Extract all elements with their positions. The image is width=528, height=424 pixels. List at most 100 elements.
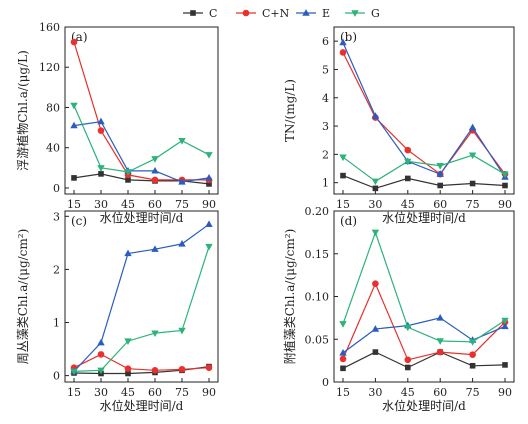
data-point (437, 182, 443, 189)
data-point (151, 166, 159, 174)
series-line (73, 105, 210, 173)
series-line (73, 366, 210, 375)
data-point (125, 370, 131, 377)
data-point (405, 175, 411, 182)
x-tick-label: 15 (67, 198, 81, 211)
data-point (206, 181, 212, 187)
data-point (178, 178, 186, 185)
y-axis-title: 周丛藻类Chl.a/(μg/cm²) (16, 229, 30, 365)
data-point (205, 243, 213, 251)
data-point (501, 171, 509, 179)
x-tick-label: 90 (202, 386, 216, 399)
x-tick-label: 75 (466, 198, 480, 211)
data-point (371, 112, 380, 119)
data-point (125, 177, 131, 183)
y-tick-label: 1 (322, 177, 329, 190)
series-e (339, 38, 509, 180)
x-tick-label: 15 (67, 386, 81, 399)
x-axis-title: 水位处理时间/d (382, 210, 466, 225)
data-point (404, 146, 412, 154)
y-tick-label: 3 (53, 210, 60, 223)
y-tick-label: 0.15 (305, 248, 330, 261)
series-c (340, 349, 508, 372)
series-g (70, 102, 213, 176)
data-point (98, 171, 104, 177)
data-point (469, 362, 476, 369)
legend-label: G (371, 7, 380, 20)
series-c-plus-n (339, 49, 509, 178)
y-axis-title: 附植藻类Chl.a/(μg/cm²) (282, 229, 297, 365)
legend-entry-e: E (296, 7, 330, 20)
data-point (97, 165, 105, 172)
series-line (342, 317, 506, 354)
data-point (405, 364, 411, 371)
data-point (97, 117, 105, 125)
legend: C C+N E G (183, 7, 380, 20)
data-point (372, 185, 379, 192)
legend-entry-g: G (345, 7, 380, 20)
data-point (124, 249, 132, 257)
series-line (342, 175, 506, 189)
y-tick-label: 0 (53, 182, 60, 195)
x-tick-label: 90 (498, 198, 512, 211)
x-tick-label: 45 (121, 198, 135, 211)
data-point (70, 368, 78, 376)
chart-panel: 15 30 45 60 75 90 0 0.05 0.10 0.15 0.20 (d) 水位处理时间/d… (282, 205, 515, 413)
data-point (97, 127, 105, 134)
data-point (71, 175, 77, 181)
legend-entry-c-plus-n: C+N (236, 7, 290, 20)
y-tick-label: 2 (322, 148, 329, 161)
data-point (205, 174, 213, 181)
chart-panel: 15 30 45 60 75 9004080120160(a)水位处理时间/d浮游植物Ch… (15, 21, 219, 225)
y-tick-label: 5 (322, 63, 329, 76)
data-point (178, 137, 186, 145)
x-tick-label: 90 (202, 198, 216, 211)
data-point (124, 365, 132, 373)
x-tick-label: 30 (368, 198, 382, 211)
legend-marker (302, 9, 310, 16)
data-point (371, 178, 380, 186)
data-point (468, 123, 477, 131)
series-line (342, 351, 506, 369)
x-tick-label: 30 (94, 386, 108, 399)
data-point (178, 327, 186, 335)
series-e (70, 220, 213, 375)
data-point (178, 365, 186, 373)
legend-label: C+N (262, 7, 290, 20)
data-point (436, 162, 444, 170)
data-point (468, 339, 477, 346)
data-point (339, 349, 347, 356)
data-point (468, 152, 477, 160)
series-g (339, 152, 509, 186)
data-point (151, 176, 159, 184)
data-point (436, 170, 444, 177)
data-point (502, 362, 508, 368)
x-tick-label: 15 (336, 198, 350, 211)
data-point (97, 338, 105, 346)
y-tick-label: 0.20 (305, 205, 330, 218)
data-point (469, 351, 476, 358)
y-tick-label: 120 (39, 61, 60, 74)
x-tick-label: 60 (148, 386, 162, 399)
data-point (97, 367, 105, 375)
series-line (73, 246, 210, 372)
series-g (339, 229, 509, 346)
data-point (371, 325, 380, 332)
series-c-plus-n (339, 280, 509, 364)
y-tick-label: 4 (322, 92, 329, 105)
y-axis-title: TN/(mg/L) (283, 79, 297, 142)
x-axis-title: 水位处理时间/d (100, 210, 184, 225)
data-point (340, 365, 346, 372)
data-point (502, 182, 508, 189)
series-line (73, 120, 210, 183)
data-point (436, 313, 444, 321)
y-tick-label: 2 (53, 263, 60, 276)
y-tick-label: 0 (53, 370, 60, 383)
data-point (501, 322, 509, 330)
data-point (339, 49, 347, 56)
data-point (205, 220, 213, 227)
data-point (70, 102, 78, 110)
y-tick-label: 1 (53, 317, 60, 330)
